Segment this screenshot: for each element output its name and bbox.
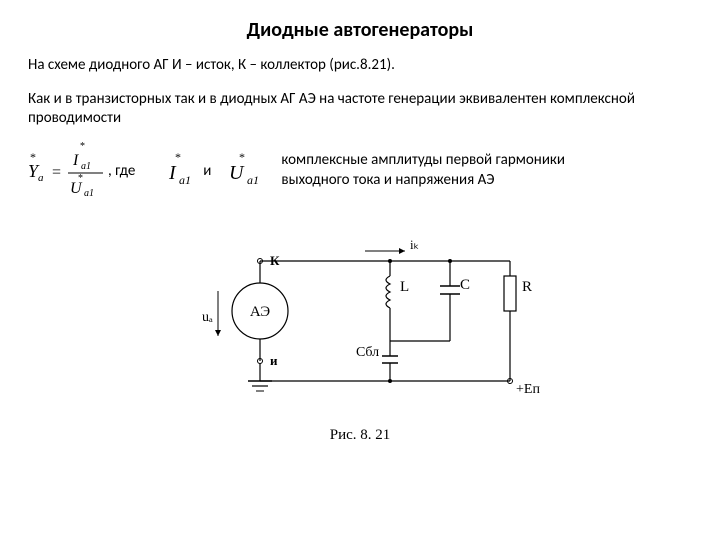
svg-text:C: C: [460, 277, 470, 293]
svg-text:a1: a1: [247, 173, 259, 187]
amp-text-1: комплексные амплитуды первой гармоники: [281, 151, 565, 171]
circuit-diagram: АЭ uₐ К и iₖ L C R Cбл +Eп: [160, 221, 560, 421]
svg-text:L: L: [400, 279, 409, 295]
formula-row: * Y a = * I a1 * U a1 , где * I a1 и * U…: [28, 141, 692, 201]
svg-text:a: a: [38, 172, 44, 184]
paragraph-2: Как и в транзисторных так и в диодных АГ…: [28, 90, 692, 129]
svg-text:*: *: [80, 141, 85, 152]
svg-text:R: R: [522, 279, 532, 295]
formula-ia1: * I a1: [153, 151, 203, 191]
svg-text:U: U: [70, 180, 83, 197]
svg-text:uₐ: uₐ: [202, 310, 213, 325]
svg-text:U: U: [229, 162, 245, 184]
svg-text:I: I: [72, 152, 79, 169]
formula-i: и: [203, 162, 211, 180]
amp-text-2: выходного тока и напряжения АЭ: [281, 171, 565, 191]
svg-text:I: I: [168, 162, 177, 184]
svg-text:a1: a1: [84, 188, 94, 199]
formula-description: комплексные амплитуды первой гармоники в…: [281, 151, 565, 190]
svg-text:+Eп: +Eп: [516, 382, 540, 397]
svg-text:*: *: [175, 151, 181, 164]
svg-text:Cбл: Cбл: [356, 345, 379, 360]
svg-text:и: и: [270, 353, 278, 368]
formula-gde: , где: [108, 162, 135, 180]
svg-text:АЭ: АЭ: [250, 304, 270, 320]
svg-text:a1: a1: [179, 173, 191, 187]
svg-text:=: =: [52, 164, 61, 181]
page-title: Диодные автогенераторы: [0, 18, 720, 42]
svg-text:iₖ: iₖ: [410, 237, 419, 252]
figure-caption: Рис. 8. 21: [0, 427, 720, 444]
formula-ya: * Y a = * I a1 * U a1: [28, 141, 108, 201]
formula-ua1: * U a1: [219, 151, 269, 191]
paragraph-1: На схеме диодного АГ И – исток, К – колл…: [28, 56, 692, 76]
svg-text:a1: a1: [81, 161, 91, 172]
